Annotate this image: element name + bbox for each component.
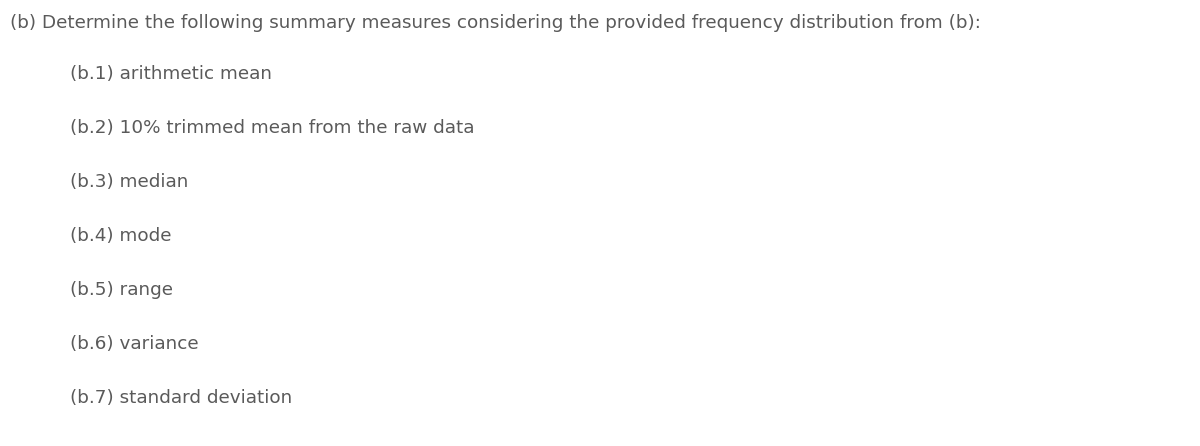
Text: (b.2) 10% trimmed mean from the raw data: (b.2) 10% trimmed mean from the raw data	[70, 119, 474, 137]
Text: (b.3) median: (b.3) median	[70, 173, 188, 191]
Text: (b.6) variance: (b.6) variance	[70, 335, 199, 353]
Text: (b) Determine the following summary measures considering the provided frequency : (b) Determine the following summary meas…	[10, 14, 980, 32]
Text: (b.5) range: (b.5) range	[70, 281, 173, 299]
Text: (b.1) arithmetic mean: (b.1) arithmetic mean	[70, 65, 272, 83]
Text: (b.7) standard deviation: (b.7) standard deviation	[70, 389, 293, 407]
Text: (b.4) mode: (b.4) mode	[70, 227, 172, 245]
